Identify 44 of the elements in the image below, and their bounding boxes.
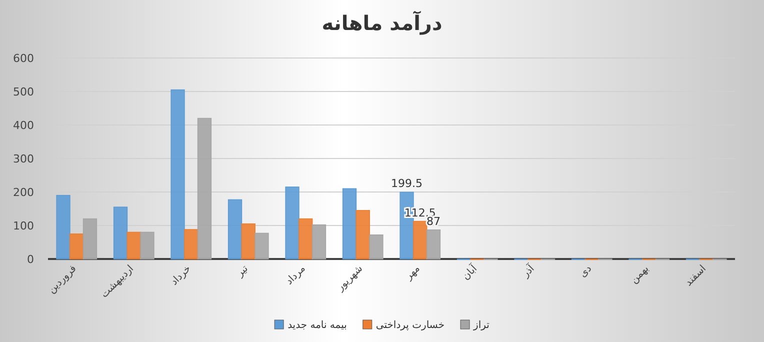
- bar: [126, 232, 141, 260]
- x-tick-label: بهمن: [628, 263, 652, 286]
- y-tick-label: 0: [27, 253, 34, 266]
- y-tick-label: 600: [13, 52, 34, 65]
- y-tick-label: 200: [13, 186, 34, 199]
- x-tick-label: اردیبهشت: [99, 263, 136, 300]
- bar: [56, 194, 70, 260]
- bar: [369, 234, 384, 260]
- x-tick-label: آذر: [518, 261, 538, 280]
- y-tick-label: 500: [13, 86, 34, 98]
- bar: [170, 89, 185, 260]
- legend-label: بیمه نامه جدید: [288, 320, 347, 331]
- bar: [82, 218, 98, 260]
- bar: [285, 186, 300, 260]
- x-tick-label: اسفند: [683, 263, 708, 288]
- y-tick-label: 400: [13, 119, 34, 132]
- bar: [342, 188, 357, 260]
- bar: [197, 118, 212, 260]
- y-tick-label: 300: [13, 152, 34, 166]
- bar: [113, 206, 128, 260]
- bar: [413, 220, 428, 260]
- bar: [184, 229, 198, 260]
- bar: [356, 210, 370, 260]
- legend-label: تراز: [472, 320, 490, 331]
- data-label: 199.5: [391, 177, 423, 190]
- bar: [70, 233, 84, 260]
- x-tick-label: دی: [578, 263, 594, 280]
- x-tick-label: مرداد: [284, 263, 308, 288]
- bar: [426, 229, 441, 260]
- x-tick-label: مهر: [402, 263, 422, 283]
- x-tick-label: آبان: [459, 261, 480, 282]
- bar: [241, 223, 256, 260]
- bar: [254, 232, 269, 260]
- x-tick-label: خرداد: [168, 263, 194, 288]
- bar: [228, 199, 242, 260]
- legend-label: خسارت پرداختی: [376, 320, 445, 331]
- x-tick-label: فروردین: [46, 263, 79, 296]
- y-tick-label: 100: [13, 220, 34, 232]
- chart-title: درآمد ماهانه: [322, 10, 442, 35]
- x-tick-label: تیر: [234, 263, 251, 280]
- bar: [140, 232, 154, 260]
- bar: [298, 218, 313, 260]
- bar: [312, 224, 326, 260]
- x-tick-label: شهریور: [334, 263, 365, 294]
